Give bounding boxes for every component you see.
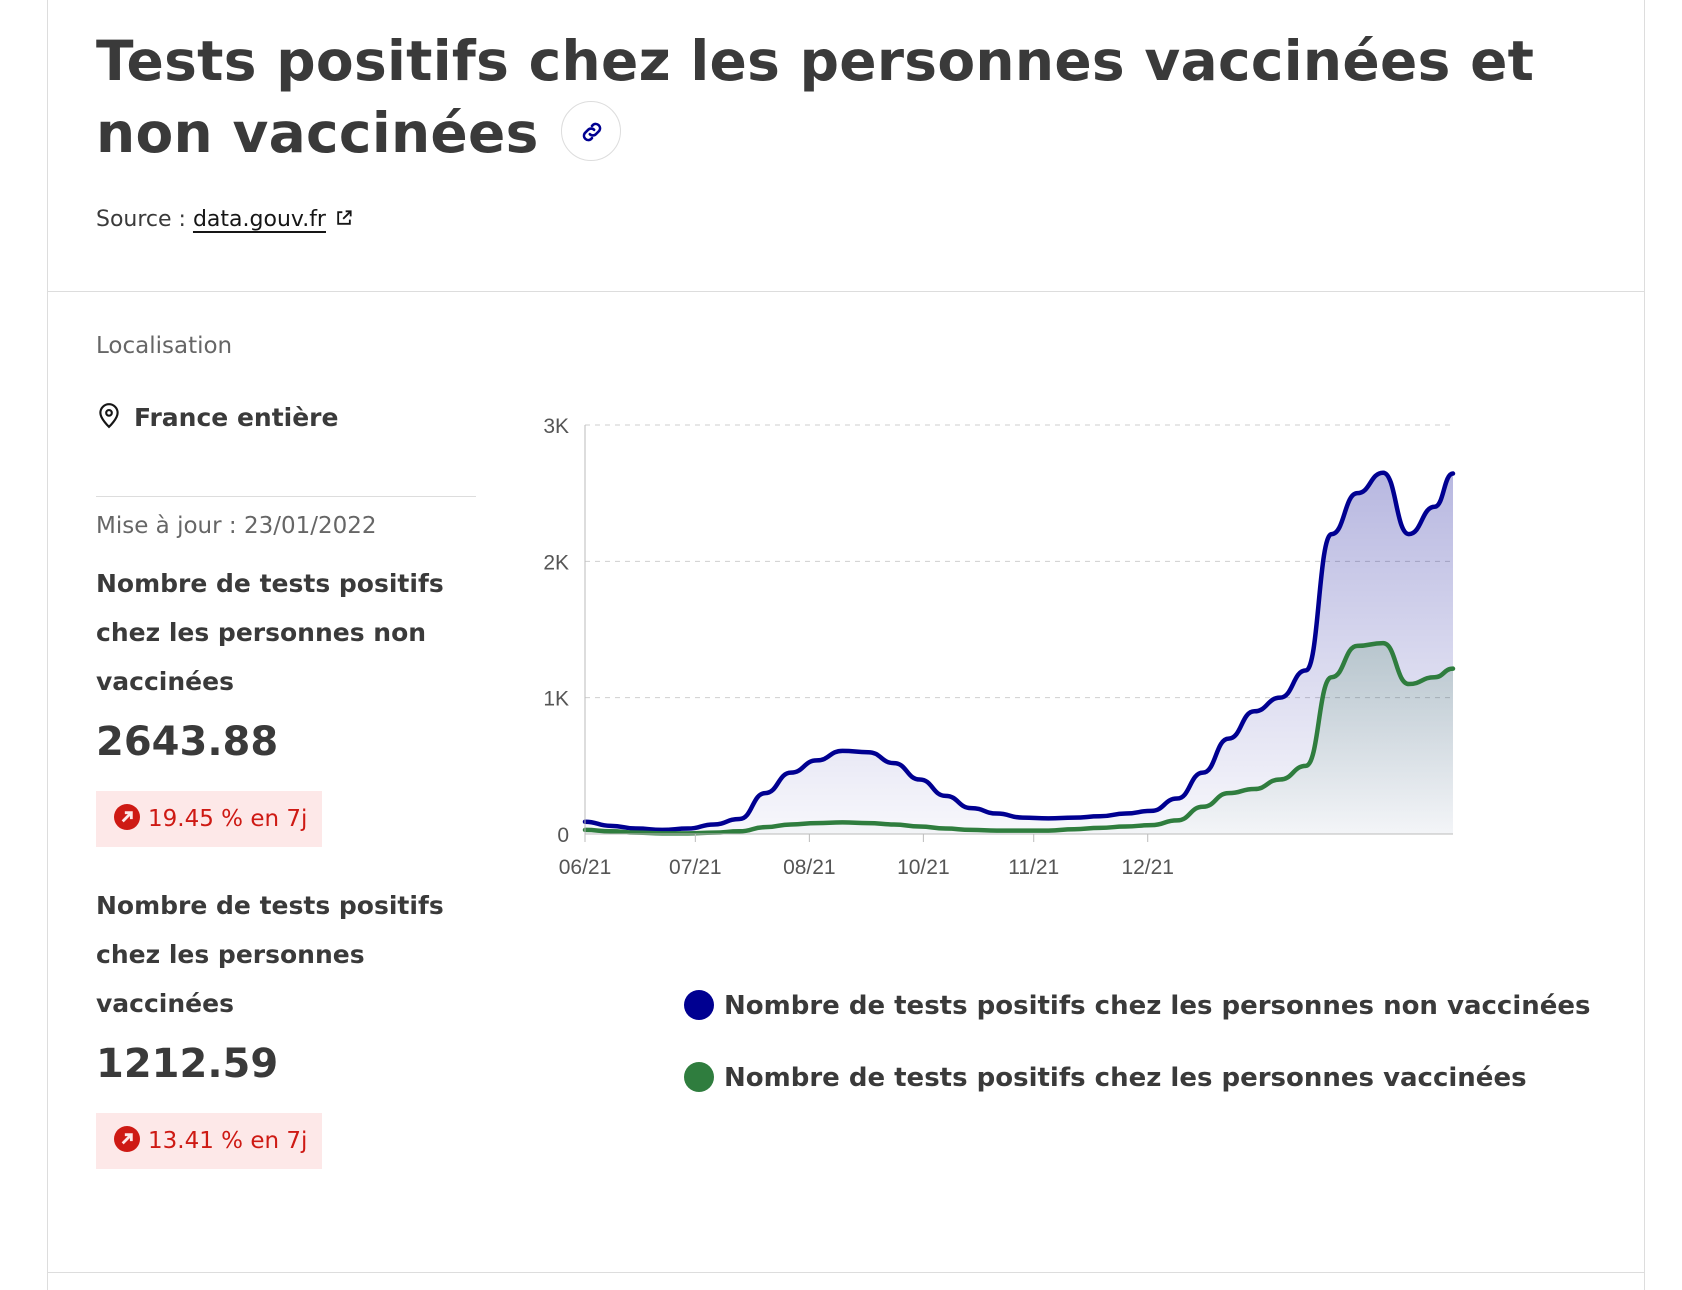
y-tick-label: 1K xyxy=(543,688,569,711)
location-text: France entière xyxy=(134,403,339,432)
kpi-title-unvaccinated: Nombre de tests positifs chez les person… xyxy=(96,569,444,696)
location-value: France entière xyxy=(96,401,338,432)
trend-badge-unvaccinated: 19.45 % en 7j xyxy=(96,791,323,847)
update-date: Mise à jour : 23/01/2022 xyxy=(96,513,377,539)
series-area-1 xyxy=(585,643,1453,834)
legend-label-unvaccinated: Nombre de tests positifs chez les person… xyxy=(724,991,1591,1021)
copy-link-button[interactable] xyxy=(560,100,621,161)
map-pin-icon xyxy=(99,403,119,429)
legend-swatch-green xyxy=(684,1062,714,1092)
x-tick-label: 08/21 xyxy=(783,856,836,879)
legend-item-vaccinated[interactable]: Nombre de tests positifs chez les person… xyxy=(684,1062,1527,1093)
card-header: Tests positifs chez les personnes vaccin… xyxy=(48,0,1644,292)
trend-up-icon xyxy=(114,1126,140,1152)
legend-item-unvaccinated[interactable]: Nombre de tests positifs chez les person… xyxy=(684,990,1590,1021)
x-tick-label: 10/21 xyxy=(897,856,950,879)
y-tick-label: 0 xyxy=(557,824,569,847)
x-tick-label: 12/21 xyxy=(1121,856,1174,879)
x-tick-label: 07/21 xyxy=(669,856,722,879)
kpi-value-vaccinated: 1212.59 xyxy=(96,1041,279,1087)
series-line-0 xyxy=(582,470,1456,833)
chart-lines xyxy=(582,470,1456,836)
y-tick-label: 2K xyxy=(543,551,569,574)
trend-badge-vaccinated: 13.41 % en 7j xyxy=(96,1113,323,1169)
link-icon xyxy=(582,122,601,142)
page-title: Tests positifs chez les personnes vaccin… xyxy=(96,25,1556,169)
trend-text-unvaccinated: 19.45 % en 7j xyxy=(148,806,308,832)
source-line: Source : data.gouv.fr xyxy=(96,207,354,232)
source-link-text: data.gouv.fr xyxy=(192,207,326,232)
title-text: Tests positifs chez les personnes vaccin… xyxy=(96,29,1535,165)
source-link[interactable]: data.gouv.fr xyxy=(193,207,354,232)
legend-label-vaccinated: Nombre de tests positifs chez les person… xyxy=(724,1063,1527,1093)
kpi-title-vaccinated: Nombre de tests positifs chez les person… xyxy=(96,891,444,1018)
kpi-value-unvaccinated: 2643.88 xyxy=(96,719,279,765)
card-bottom-border xyxy=(47,1272,1645,1273)
trend-text-vaccinated: 13.41 % en 7j xyxy=(148,1128,308,1154)
y-tick-label: 3K xyxy=(543,415,569,438)
legend-swatch-blue xyxy=(684,990,714,1020)
external-link-icon xyxy=(337,210,352,225)
x-tick-label: 06/21 xyxy=(559,856,612,879)
line-chart: 0 1K 2K 3K 06/21 07/21 08/21 10/21 11/21 12/21 xyxy=(543,415,1456,879)
source-label: Source : xyxy=(96,207,193,232)
chart-areas xyxy=(585,472,1453,834)
x-tick-label: 11/21 xyxy=(1008,856,1059,879)
indicator-card: Tests positifs chez les personnes vaccin… xyxy=(47,0,1645,1290)
chart-axes: 0 1K 2K 3K 06/21 07/21 08/21 10/21 11/21 12/21 xyxy=(543,415,1453,879)
trend-up-icon xyxy=(114,804,140,830)
location-label: Localisation xyxy=(96,333,233,359)
series-area-0 xyxy=(585,472,1453,834)
divider xyxy=(96,496,476,497)
series-line-1 xyxy=(582,640,1456,836)
